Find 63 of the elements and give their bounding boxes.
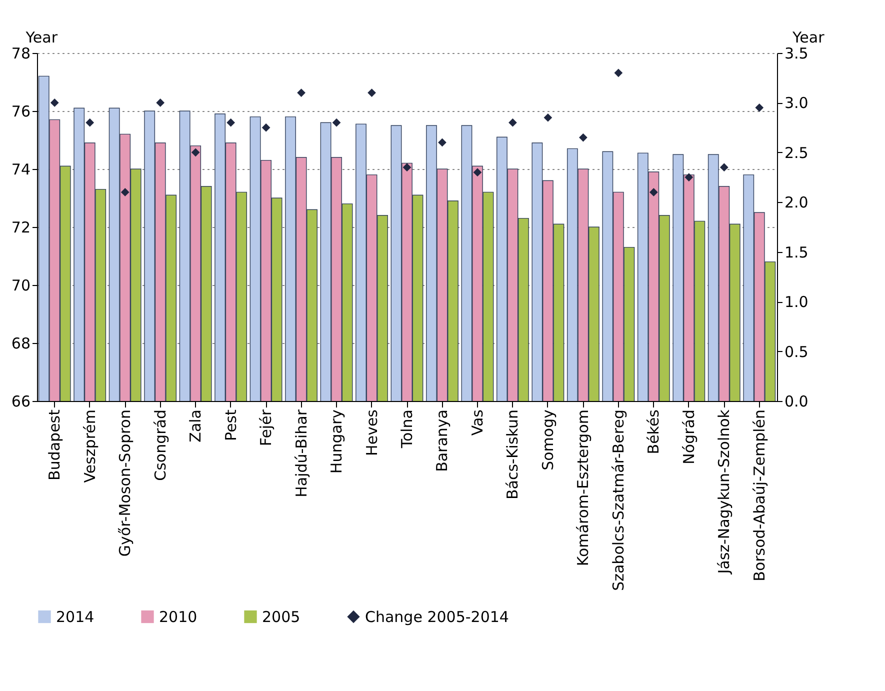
x-tick-label: Hajdú-Bihar xyxy=(292,408,310,498)
x-tick-label: Budapest xyxy=(46,409,64,480)
point xyxy=(368,88,376,97)
x-tick-label: Baranya xyxy=(433,410,452,472)
y2-tick-label: 1.5 xyxy=(784,243,808,262)
x-tick-label: Nógrád xyxy=(680,410,698,464)
x-tick-label: Győr-Moson-Sopron xyxy=(116,410,134,557)
point xyxy=(226,118,235,127)
y2-tick-label: 0.0 xyxy=(784,392,808,410)
point xyxy=(508,118,517,127)
y-tick-label: 74 xyxy=(11,160,30,178)
x-tick-label: Szabolcs-Szatmár-Bereg xyxy=(609,410,628,591)
x-tick-label: Csongrád xyxy=(151,410,170,481)
point xyxy=(649,188,658,196)
point xyxy=(86,118,94,127)
x-tick-label: Komárom-Esztergom xyxy=(574,410,592,566)
point xyxy=(473,168,482,176)
point xyxy=(120,188,130,196)
point xyxy=(191,148,200,157)
x-tick-label: Békés xyxy=(644,409,663,454)
point xyxy=(262,123,270,132)
y2-tick-label: 0.5 xyxy=(784,342,808,361)
point xyxy=(544,113,552,122)
y2-tick-label: 3.5 xyxy=(784,44,808,62)
x-tick-label: Tolna xyxy=(398,410,416,450)
x-tick-label: Fejér xyxy=(257,408,276,446)
y-tick-label: 72 xyxy=(11,218,30,236)
x-tick-label: Heves xyxy=(362,409,381,456)
point xyxy=(50,98,59,107)
y-axis-title: Year xyxy=(24,28,58,46)
y-tick-label: 68 xyxy=(11,334,30,352)
point xyxy=(438,138,446,147)
y2-tick-label: 3.0 xyxy=(784,94,808,112)
x-tick-label: Veszprém xyxy=(80,410,99,483)
y2-axis-title: Year xyxy=(792,28,826,46)
x-tick-label: Vas xyxy=(468,409,486,436)
point xyxy=(579,133,588,142)
x-tick-label: Jász-Nagykun-Szolnok xyxy=(715,409,734,575)
legend-label: 2010 xyxy=(159,608,198,626)
x-tick-label: Hungary xyxy=(328,409,346,474)
x-tick-label: Pest xyxy=(222,409,240,441)
x-tick-label: Zala xyxy=(186,410,205,442)
x-tick-label: Somogy xyxy=(538,409,557,470)
point xyxy=(332,118,341,127)
point xyxy=(684,173,694,182)
y2-tick-label: 1.0 xyxy=(784,293,808,312)
legend-label: 2014 xyxy=(56,608,94,626)
x-tick-label: Borsod-Abaúj-Zemplén xyxy=(750,410,768,582)
point xyxy=(614,68,623,78)
y-tick-label: 76 xyxy=(11,102,30,120)
point xyxy=(720,163,728,172)
point xyxy=(402,163,412,172)
y2-tick-label: 2.0 xyxy=(784,194,808,212)
y-tick-label: 78 xyxy=(11,44,30,62)
point xyxy=(755,104,764,112)
legend-label: Change 2005-2014 xyxy=(365,608,509,626)
y-tick-label: 70 xyxy=(11,276,30,294)
legend-label: 2005 xyxy=(262,608,300,626)
y2-tick-label: 2.5 xyxy=(784,144,808,162)
point xyxy=(156,98,165,107)
x-tick-label: Bács-Kiskun xyxy=(504,410,522,500)
point xyxy=(297,88,306,97)
y-tick-label: 66 xyxy=(11,392,30,410)
